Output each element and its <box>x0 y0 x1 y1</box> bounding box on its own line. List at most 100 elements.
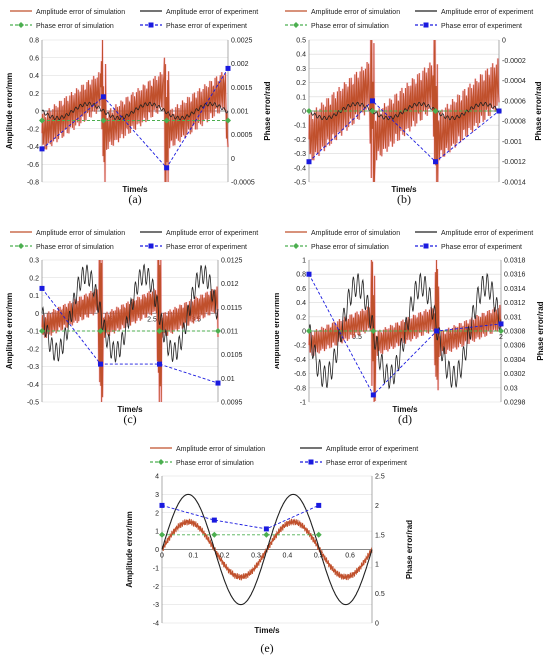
y2-axis-title: Phase error/rad <box>536 301 545 360</box>
y2-tick-label: 0.0115 <box>221 305 242 312</box>
legend-label: Phase error of experiment <box>166 244 247 251</box>
series-sim-amp-sine <box>161 518 373 581</box>
y-tick-label: -0.2 <box>27 126 39 133</box>
x-tick-label: 2.5 <box>147 316 157 323</box>
subfigure-label: (a) <box>128 192 141 206</box>
series-exp-amp-sine <box>161 493 373 606</box>
y-tick-label: -0.2 <box>294 343 306 350</box>
y-tick-label: -0.6 <box>27 162 39 169</box>
y-tick-label: -0.4 <box>27 144 39 151</box>
series-exp-phase <box>308 100 500 163</box>
exp-phase-point <box>159 502 165 508</box>
y2-tick-label: 0.0298 <box>504 400 526 407</box>
y-tick-label: 0 <box>302 329 306 336</box>
series-exp-phase <box>161 504 319 530</box>
legend-marker <box>293 22 299 28</box>
exp-phase-point <box>39 285 45 291</box>
sim-phase-point <box>39 117 45 124</box>
x-tick-label: 0.2 <box>220 553 230 560</box>
y-tick-label: 0.8 <box>296 272 306 279</box>
legend: Amplitude error of simulation Amplitude e… <box>10 230 258 251</box>
y2-tick-label: 0.0302 <box>504 371 526 378</box>
y-tick-label: -0.3 <box>294 151 306 158</box>
sim-phase-point <box>225 117 231 124</box>
exp-phase-point <box>433 159 439 165</box>
series-exp-phase <box>41 68 229 169</box>
subfigure-label: (c) <box>123 412 136 426</box>
legend-marker <box>18 22 24 28</box>
exp-phase-point <box>225 65 231 71</box>
y-tick-label: 0.6 <box>296 286 306 293</box>
series-exp-amp <box>308 272 502 390</box>
exp-phase-point <box>316 502 322 508</box>
y-tick-label: 0.5 <box>296 38 306 45</box>
x-tick-label: 3.5 <box>191 316 201 323</box>
legend-marker <box>148 243 154 249</box>
y2-tick-label: 1 <box>375 562 379 569</box>
subfigure-label: (d) <box>398 412 412 426</box>
y2-tick-label: 0.03 <box>504 385 518 392</box>
panel-a: Amplitude error of simulation Amplitude e… <box>0 0 275 220</box>
exp-phase-point <box>39 146 45 152</box>
y-tick-label: 0 <box>35 109 39 116</box>
legend-label: Amplitude error of experiment <box>326 446 418 453</box>
legend-label: Phase error of experiment <box>441 23 522 30</box>
x-tick-label: 0.3 <box>251 553 261 560</box>
y-axis-title: Amplitude error/mm <box>5 293 14 369</box>
x-axis-title: Time/s <box>117 405 143 414</box>
y2-tick-label: 0.0105 <box>221 352 243 359</box>
y2-tick-label: 0.01 <box>221 376 235 383</box>
y2-tick-label: -0.0012 <box>502 159 526 166</box>
x-tick-label: 2 <box>499 334 503 341</box>
legend-label: Amplitude error of simulation <box>311 230 400 237</box>
legend-label: Phase error of simulation <box>311 23 389 30</box>
x-axis-title: Time/s <box>392 405 418 414</box>
sim-phase-point <box>100 117 107 124</box>
legend-marker <box>158 459 164 465</box>
y2-tick-label: -0.0004 <box>502 78 526 85</box>
y2-tick-label: 0.0095 <box>221 400 243 407</box>
legend-label: Phase error of simulation <box>176 460 254 467</box>
y-tick-label: 0.1 <box>296 94 306 101</box>
y-tick-label: -0.2 <box>294 137 306 144</box>
y-tick-label: 0.1 <box>29 293 39 300</box>
y-tick-label: 0.4 <box>296 300 306 307</box>
y-tick-label: 0.3 <box>296 66 306 73</box>
x-tick-label: 0.5 <box>314 553 324 560</box>
sim-phase-point <box>370 328 377 334</box>
sim-phase-point <box>163 117 170 124</box>
exp-phase-point <box>211 517 217 523</box>
exp-phase-point <box>100 94 106 100</box>
chart-c: Amplitude error of simulation Amplitude e… <box>5 230 258 426</box>
chart-d: Amplitude error of simulation Amplitude e… <box>272 230 545 426</box>
x-axis-title: Time/s <box>122 185 148 194</box>
legend-label: Amplitude error of simulation <box>311 9 400 16</box>
y-tick-label: -1 <box>300 400 306 407</box>
y-tick-label: -0.1 <box>27 329 39 336</box>
sim-phase-point <box>263 531 270 538</box>
sim-phase-point <box>159 531 165 538</box>
y-tick-label: 1 <box>155 529 159 536</box>
y-tick-label: -0.4 <box>27 382 39 389</box>
y-tick-label: 0.2 <box>296 314 306 321</box>
y-tick-label: 0 <box>155 547 159 554</box>
y2-tick-label: -0.0005 <box>231 180 255 187</box>
y2-tick-label: 0.0005 <box>231 132 253 139</box>
series-exp-amp <box>41 263 219 363</box>
y-tick-label: 0.4 <box>296 52 306 59</box>
y-tick-label: -3 <box>153 602 159 609</box>
exp-phase-point <box>156 361 162 367</box>
x-tick-label: 0.5 <box>352 334 362 341</box>
y2-tick-label: 0 <box>231 156 235 163</box>
y-tick-label: -0.3 <box>27 364 39 371</box>
y2-tick-label: 2.5 <box>375 474 385 481</box>
y2-tick-label: 0 <box>502 38 506 45</box>
panel-d: Amplitude error of simulation Amplitude e… <box>272 222 550 437</box>
legend-marker <box>293 243 299 249</box>
sim-phase-point <box>315 531 322 538</box>
legend-label: Phase error of simulation <box>36 23 114 30</box>
legend-label: Phase error of experiment <box>166 23 247 30</box>
legend-label: Amplitude error of simulation <box>36 230 125 237</box>
legend-label: Amplitude error of experiment <box>441 9 533 16</box>
x-tick-label: 0.6 <box>345 553 355 560</box>
